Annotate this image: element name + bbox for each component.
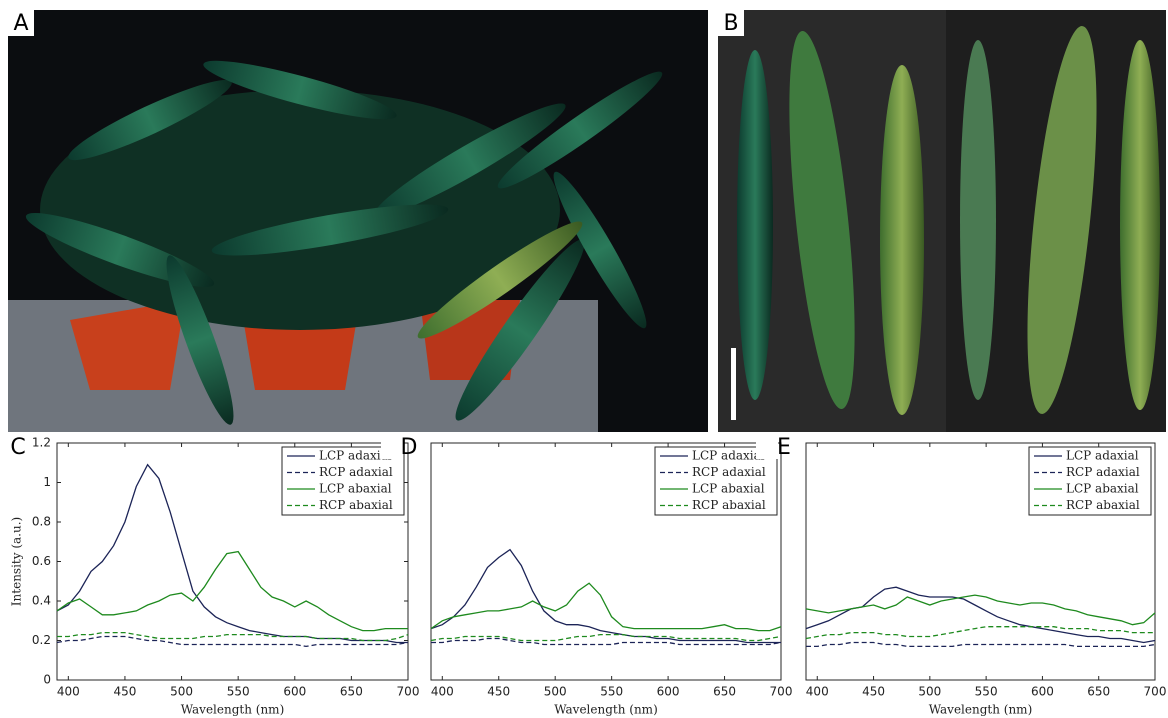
x-tick-label: 450 — [487, 685, 510, 699]
panel-label: A — [13, 11, 28, 36]
legend-label: LCP abaxial — [319, 482, 392, 496]
panel-label: D — [401, 435, 418, 460]
x-tick-label: 600 — [1031, 685, 1054, 699]
x-tick-label: 550 — [227, 685, 250, 699]
series-line — [431, 637, 782, 646]
x-tick-label: 650 — [713, 685, 736, 699]
y-axis-label: Intensity (a.u.) — [10, 517, 24, 606]
y-tick-label: 0 — [43, 673, 51, 687]
photo-a — [8, 10, 708, 432]
x-tick-label: 400 — [806, 685, 829, 699]
y-tick-label: 0.8 — [32, 515, 51, 529]
legend-label: RCP abaxial — [692, 498, 766, 512]
series-line — [430, 633, 782, 642]
legend-label: RCP adaxial — [319, 465, 393, 479]
panel-label-box — [7, 435, 29, 459]
legend-label: LCP abaxial — [1066, 482, 1139, 496]
series-line — [56, 550, 408, 632]
x-tick-label: 650 — [340, 685, 363, 699]
x-tick-label: 500 — [918, 685, 941, 699]
x-tick-label: 700 — [397, 685, 420, 699]
x-tick-label: 650 — [1087, 685, 1110, 699]
panel-label-box — [756, 435, 778, 459]
x-tick-label: 700 — [1144, 685, 1167, 699]
x-tick-label: 550 — [600, 685, 623, 699]
x-tick-label: 400 — [431, 685, 454, 699]
x-tick-label: 700 — [770, 685, 793, 699]
y-tick-label: 0.6 — [32, 554, 51, 568]
x-axis-label: Wavelength (nm) — [181, 703, 285, 717]
x-tick-label: 600 — [283, 685, 306, 699]
legend-label: LCP adaxial — [1066, 449, 1139, 463]
panel-label-box — [8, 10, 34, 36]
legend-label: LCP adaxial — [319, 449, 392, 463]
series-line — [56, 635, 409, 648]
y-tick-label: 1 — [43, 475, 51, 489]
series-line — [806, 641, 1156, 648]
panel-label: B — [723, 11, 738, 36]
series-line — [57, 631, 409, 642]
series-line — [56, 463, 408, 644]
x-tick-label: 600 — [657, 685, 680, 699]
x-tick-label: 500 — [544, 685, 567, 699]
series-line — [430, 548, 781, 644]
series-line — [430, 582, 782, 632]
y-tick-label: 1.2 — [32, 436, 51, 450]
y-tick-label: 0.2 — [32, 633, 51, 647]
series-line — [805, 594, 1156, 626]
x-tick-label: 500 — [170, 685, 193, 699]
panel-label-box — [381, 435, 403, 459]
x-axis-label: Wavelength (nm) — [929, 703, 1033, 717]
photo-b — [718, 10, 1166, 432]
legend-label: RCP adaxial — [1066, 465, 1140, 479]
x-tick-label: 450 — [862, 685, 885, 699]
panel-label: C — [10, 435, 25, 460]
series-line — [805, 626, 1155, 640]
x-tick-label: 550 — [975, 685, 998, 699]
panel-label: E — [777, 435, 791, 460]
legend-label: LCP adaxial — [692, 449, 765, 463]
x-axis-label: Wavelength (nm) — [554, 703, 658, 717]
panel-label-box — [718, 10, 744, 36]
legend-label: RCP adaxial — [692, 465, 766, 479]
y-tick-label: 0.4 — [32, 594, 51, 608]
legend-label: RCP abaxial — [1066, 498, 1140, 512]
x-tick-label: 450 — [113, 685, 136, 699]
x-tick-label: 400 — [57, 685, 80, 699]
legend-box — [1028, 446, 1152, 516]
series-line — [805, 586, 1156, 644]
legend-label: LCP abaxial — [692, 482, 765, 496]
legend-label: RCP abaxial — [319, 498, 393, 512]
